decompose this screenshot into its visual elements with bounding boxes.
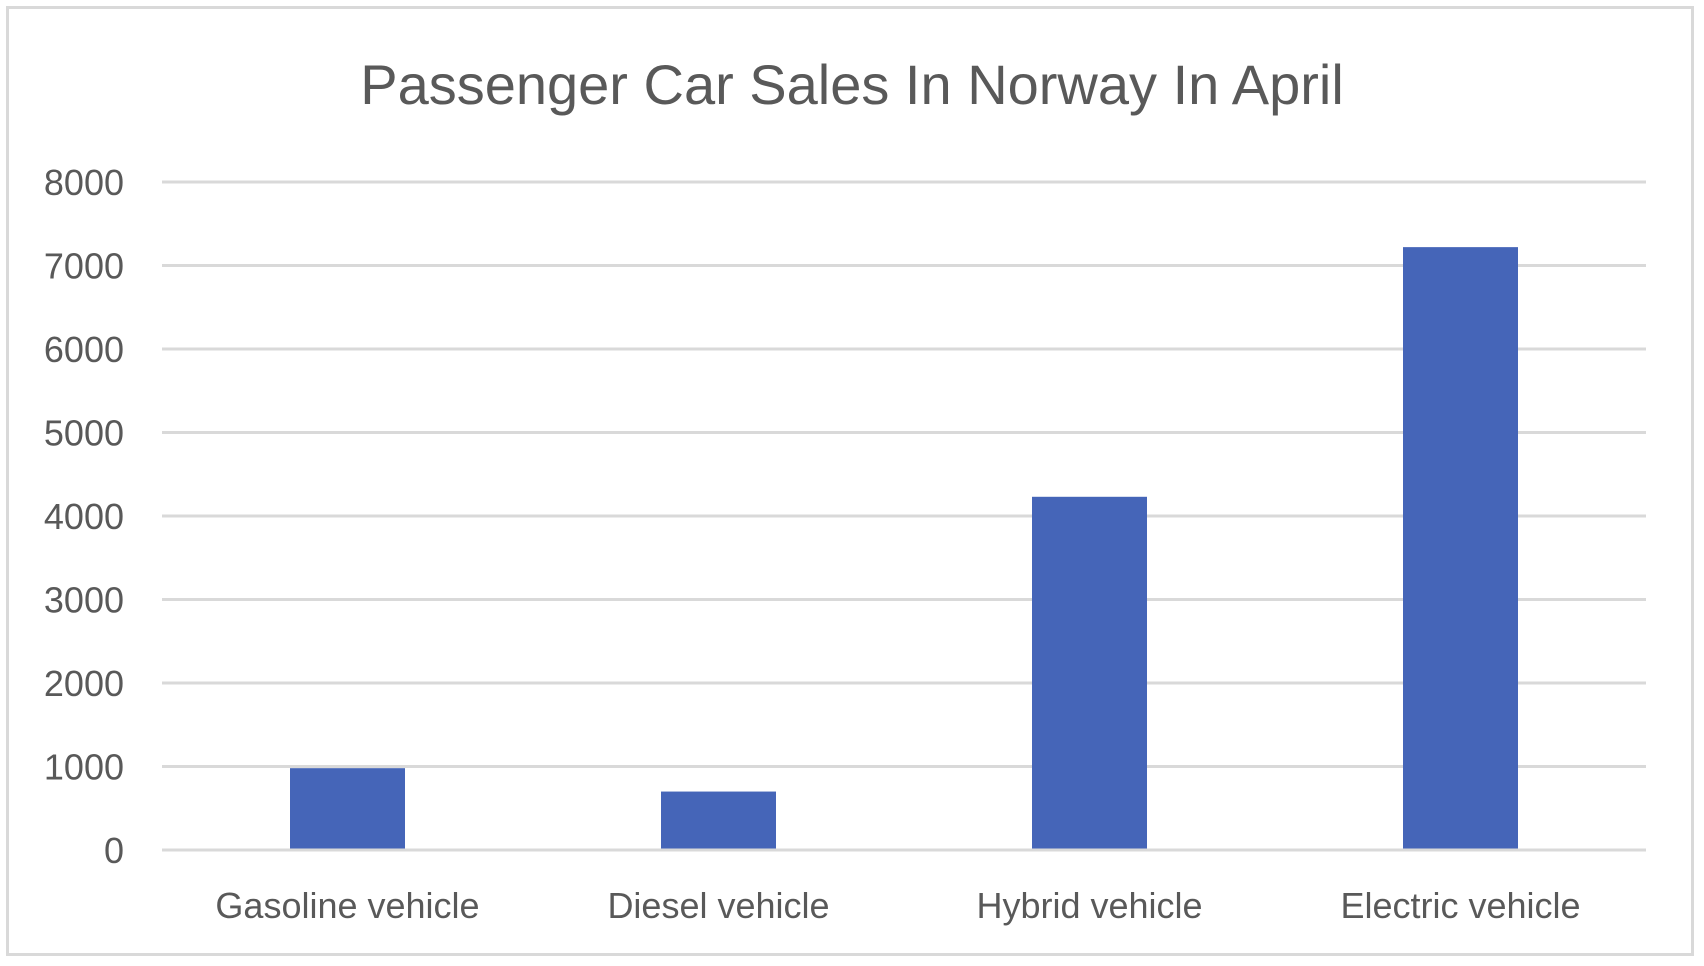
chart-title: Passenger Car Sales In Norway In April: [360, 53, 1344, 116]
y-tick-label: 8000: [44, 162, 124, 203]
y-tick-label: 2000: [44, 663, 124, 704]
y-tick-label: 6000: [44, 329, 124, 370]
y-tick-label: 7000: [44, 246, 124, 287]
y-axis-ticks: 0 1000 2000 3000 4000 5000 6000 7000 8000: [44, 162, 124, 871]
x-category-label: Hybrid vehicle: [976, 885, 1202, 926]
bar-gasoline-vehicle: [290, 768, 405, 849]
y-tick-label: 3000: [44, 580, 124, 621]
x-category-label: Gasoline vehicle: [215, 885, 479, 926]
y-tick-label: 0: [104, 830, 124, 871]
y-tick-label: 5000: [44, 413, 124, 454]
y-tick-label: 1000: [44, 747, 124, 788]
x-category-label: Electric vehicle: [1340, 885, 1580, 926]
x-axis-labels: Gasoline vehicle Diesel vehicle Hybrid veh…: [215, 885, 1580, 926]
x-category-label: Diesel vehicle: [607, 885, 829, 926]
bar-hybrid-vehicle: [1032, 496, 1147, 849]
y-tick-label: 4000: [44, 496, 124, 537]
bar-electric-vehicle: [1403, 247, 1518, 849]
bar-diesel-vehicle: [661, 791, 776, 849]
bars: [290, 247, 1518, 849]
gridlines: [162, 180, 1646, 852]
